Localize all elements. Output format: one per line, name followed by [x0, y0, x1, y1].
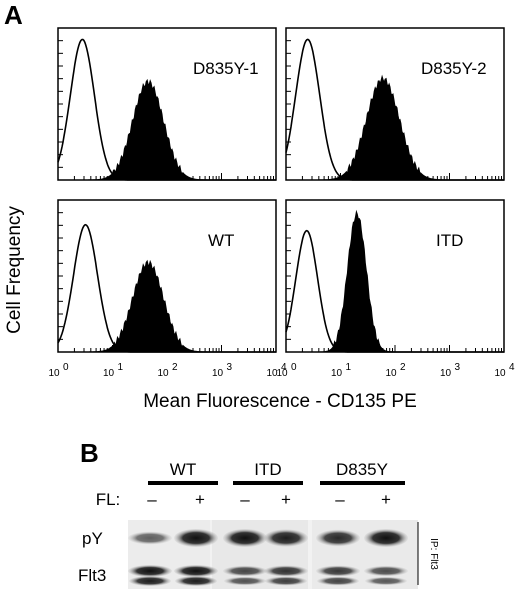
group-label-wt: WT — [170, 460, 196, 479]
band-flt3-upper — [174, 565, 218, 577]
group-underline-wt — [148, 481, 218, 485]
band-flt3-upper — [316, 565, 360, 577]
x-tick-exponent: 3 — [455, 362, 461, 373]
western-blot-image — [128, 520, 418, 589]
histogram-filled-d835y-2 — [286, 74, 504, 181]
band-flt3-lower — [224, 576, 266, 586]
histogram-panel-itd: ITD — [285, 199, 505, 353]
x-tick-exponent: 1 — [118, 362, 124, 373]
band-flt3-upper — [264, 565, 308, 577]
band-flt3-upper — [128, 565, 172, 577]
x-tick-label: 10 — [266, 368, 278, 379]
x-tick-label: 10 — [103, 368, 115, 379]
group-underline-itd — [233, 481, 303, 485]
histogram-filled-d835y-1 — [58, 78, 276, 181]
histogram-panel-d835y-2: D835Y-2 — [285, 27, 505, 181]
band-py — [264, 529, 308, 547]
panel-title-d835y-1: D835Y-1 — [193, 59, 259, 78]
x-tick-label: 10 — [212, 368, 224, 379]
x-tick-exponent: 2 — [400, 362, 406, 373]
band-flt3-lower — [265, 576, 307, 586]
x-tick-label: 10 — [276, 368, 288, 379]
group-underline-d835y — [320, 481, 405, 485]
x-axis-label: Mean Fluorescence - CD135 PE — [143, 391, 417, 412]
fl-state-2: + — [195, 490, 205, 509]
x-tick-exponent: 4 — [281, 362, 287, 373]
x-tick-label: 10 — [440, 368, 452, 379]
band-flt3-lower — [365, 576, 407, 586]
band-py — [128, 531, 172, 545]
y-axis-label: Cell Frequency — [4, 206, 25, 334]
x-tick-label: 10 — [48, 368, 60, 379]
panel-title-itd: ITD — [436, 231, 463, 250]
band-py — [316, 529, 360, 547]
x-tick-label: 10 — [157, 368, 169, 379]
histogram-filled-wt — [58, 259, 276, 353]
row-label-py: pY — [82, 529, 103, 548]
group-label-d835y: D835Y — [336, 460, 388, 479]
band-flt3-lower — [317, 576, 359, 586]
row-label-flt3: Flt3 — [78, 566, 106, 585]
band-flt3-lower — [129, 576, 171, 586]
band-flt3-upper — [223, 565, 267, 577]
x-tick-label: 10 — [494, 368, 506, 379]
x-tick-exponent: 2 — [172, 362, 178, 373]
x-tick-exponent: 4 — [509, 362, 515, 373]
group-underlines — [148, 481, 405, 485]
panel-b-letter: B — [80, 438, 99, 468]
x-tick-exponent: 0 — [63, 362, 69, 373]
x-tick-exponent: 0 — [291, 362, 297, 373]
x-tick-label: 10 — [331, 368, 343, 379]
group-label-itd: ITD — [254, 460, 281, 479]
band-py — [223, 529, 267, 547]
panel-title-wt: WT — [208, 231, 234, 250]
histogram-panels: D835Y-1 D835Y-2 WT ITD — [57, 27, 505, 353]
fl-state-4: + — [281, 490, 291, 509]
histogram-open-itd — [285, 229, 504, 353]
blot-bands — [128, 529, 408, 586]
histogram-panel-d835y-1: D835Y-1 — [57, 27, 277, 181]
fl-state-5: – — [335, 490, 345, 509]
band-flt3-upper — [364, 565, 408, 577]
x-tick-label: 10 — [385, 368, 397, 379]
panel-a-letter: A — [4, 0, 23, 30]
fl-state-3: – — [240, 490, 250, 509]
fl-states: – + – + – + — [147, 490, 391, 509]
plot-frame — [285, 199, 505, 353]
x-tick-exponent: 3 — [227, 362, 233, 373]
fl-state-6: + — [381, 490, 391, 509]
band-py — [364, 529, 408, 547]
fl-state-1: – — [147, 490, 157, 509]
band-py — [174, 529, 218, 547]
panel-title-d835y-2: D835Y-2 — [421, 59, 487, 78]
fl-label: FL: — [96, 490, 121, 509]
band-flt3-lower — [175, 576, 217, 586]
x-tick-exponent: 1 — [346, 362, 352, 373]
ip-label: IP: Flt3 — [428, 538, 439, 570]
histogram-filled-itd — [286, 209, 504, 353]
blot-group-labels: WT ITD D835Y — [170, 460, 388, 479]
histogram-panel-wt: WT — [57, 199, 277, 353]
